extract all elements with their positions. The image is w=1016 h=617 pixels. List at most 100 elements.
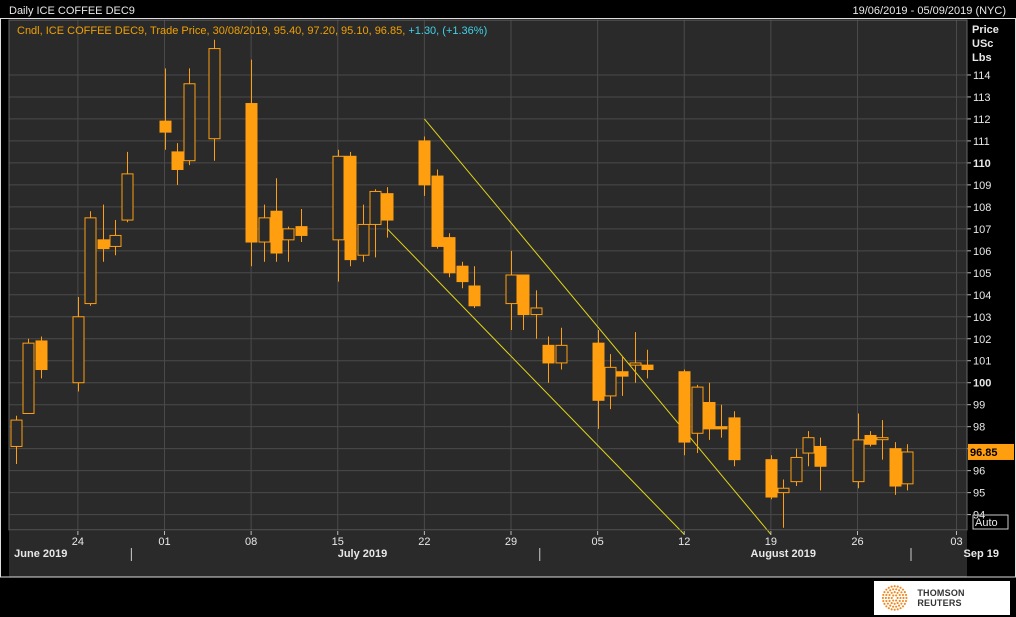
logo-dot: [890, 596, 893, 600]
candle-body-down: [171, 151, 184, 170]
logo-dot: [893, 602, 896, 605]
thomson-reuters-logo-icon: [881, 585, 908, 611]
logo-dot: [896, 608, 899, 611]
logo-dot: [901, 605, 905, 608]
x-month-label: July 2019: [338, 548, 388, 560]
candle: [703, 382, 716, 440]
logo-dot: [905, 596, 908, 600]
logo-dot: [889, 589, 892, 592]
x-axis-strip: [9, 531, 967, 577]
candle: [431, 169, 444, 249]
candle-body-up: [72, 316, 85, 384]
last-price-tag: [968, 443, 1014, 460]
candle: [542, 336, 555, 383]
candle: [678, 369, 691, 456]
y-tick-label: 108: [973, 202, 991, 214]
brand-name: THOMSON REUTERS: [917, 588, 965, 608]
candle: [530, 290, 543, 339]
candle-body-down: [641, 364, 654, 371]
legend-change: +1.30, (+1.36%): [408, 25, 487, 37]
candle-body-down: [35, 340, 48, 371]
logo-dot: [885, 599, 888, 603]
candle: [728, 411, 741, 467]
candle: [555, 327, 568, 370]
logo-dot: [892, 599, 895, 602]
logo-dot: [882, 599, 885, 603]
x-tick-label: 24: [72, 536, 84, 548]
candle-body-down: [431, 175, 444, 247]
candle-body-down: [295, 226, 308, 236]
y-tick-label: 101: [973, 356, 991, 368]
candle: [641, 349, 654, 379]
logo-dot: [900, 591, 903, 594]
logo-dot: [887, 596, 890, 600]
legend-ohlc: Cndl, ICE COFFEE DEC9, Trade Price, 30/0…: [17, 25, 408, 37]
candle-body-up: [629, 362, 642, 366]
candle: [517, 274, 530, 330]
logo-dot: [892, 588, 895, 591]
date-range-label: 19/06/2019 - 05/09/2019 (NYC): [852, 5, 1007, 17]
candle-body-down: [592, 342, 605, 401]
candle: [604, 354, 617, 410]
y-tick-label: 113: [973, 92, 991, 104]
candle: [418, 136, 431, 196]
candle-body-down: [97, 239, 110, 250]
logo-dot: [896, 591, 899, 594]
candle: [22, 338, 35, 414]
candle: [715, 404, 728, 438]
candle-body-down: [245, 103, 258, 243]
candle: [295, 209, 308, 243]
chart-legend: Cndl, ICE COFFEE DEC9, Trade Price, 30/0…: [17, 25, 487, 37]
candle: [97, 204, 110, 262]
y-tick-label: 95: [973, 488, 985, 500]
candle-body-up: [802, 437, 815, 454]
y-axis-unit-label: Lbs: [972, 52, 992, 64]
candle-body-down: [765, 459, 778, 498]
brand-logo: THOMSON REUTERS: [874, 581, 1010, 615]
y-tick-label: 99: [973, 400, 985, 412]
logo-dot: [882, 593, 885, 597]
y-axis-unit-label: USc: [972, 38, 993, 50]
candlestick-chart[interactable]: 9495969798991001011021031041051061071081…: [0, 0, 1016, 578]
candle: [159, 68, 172, 150]
logo-dot: [887, 586, 890, 589]
candle: [84, 211, 97, 306]
y-tick-label: 114: [973, 70, 991, 82]
y-tick-label: 106: [973, 246, 991, 258]
candle: [592, 329, 605, 429]
logo-dot: [893, 608, 896, 611]
x-month-label: August 2019: [751, 548, 816, 560]
logo-dot: [888, 599, 891, 603]
candle-body-down: [468, 285, 481, 307]
x-tick-label: 15: [332, 536, 344, 548]
y-tick-label: 104: [973, 290, 991, 302]
candle: [901, 444, 914, 491]
logo-dot: [883, 591, 886, 594]
x-month-label: Sep 19: [964, 548, 999, 560]
logo-dot: [901, 588, 905, 591]
candle: [765, 455, 778, 500]
logo-dot: [896, 585, 899, 588]
candle: [109, 220, 122, 256]
candle-body-up: [777, 487, 790, 494]
x-tick-label: 26: [851, 536, 863, 548]
candle-body-down: [344, 155, 357, 261]
candle: [245, 59, 258, 267]
logo-dot: [890, 602, 893, 605]
x-tick-label: 08: [245, 536, 257, 548]
y-tick-label: 112: [973, 114, 991, 126]
x-tick-label: 19: [765, 536, 777, 548]
logo-dot: [896, 596, 899, 600]
candle-body-down: [542, 344, 555, 364]
logo-dot: [881, 596, 884, 600]
candle: [443, 233, 456, 278]
candle: [876, 420, 889, 460]
candle-body-down: [728, 417, 741, 461]
last-price-label: 96.85: [970, 447, 998, 459]
y-tick-label: 107: [973, 224, 991, 236]
y-axis-unit-label: Price: [972, 24, 999, 36]
candle: [208, 39, 221, 161]
candle: [691, 384, 704, 454]
candle-body-down: [616, 371, 629, 377]
y-tick-label: 96: [973, 466, 985, 478]
